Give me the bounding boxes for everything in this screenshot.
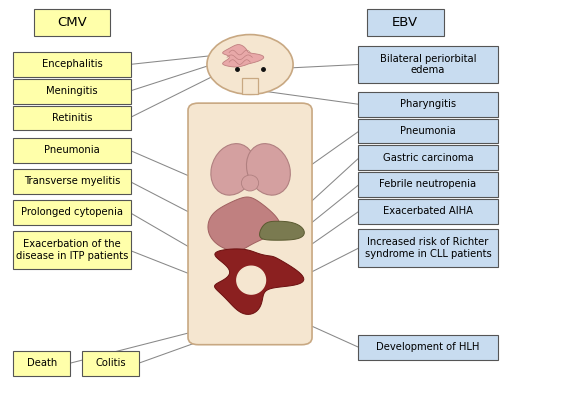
FancyBboxPatch shape — [13, 138, 131, 162]
FancyBboxPatch shape — [13, 169, 131, 194]
FancyBboxPatch shape — [366, 9, 443, 36]
Polygon shape — [208, 197, 280, 251]
FancyBboxPatch shape — [188, 103, 312, 345]
Polygon shape — [260, 221, 304, 240]
Text: Pneumonia: Pneumonia — [44, 145, 100, 155]
Text: Retinitis: Retinitis — [52, 113, 92, 123]
FancyBboxPatch shape — [358, 119, 498, 143]
Text: Pharyngitis: Pharyngitis — [400, 99, 456, 109]
Text: Transverse myelitis: Transverse myelitis — [24, 176, 120, 186]
Text: Febrile neutropenia: Febrile neutropenia — [379, 180, 477, 190]
Text: Bilateral periorbital
edema: Bilateral periorbital edema — [380, 54, 476, 75]
Text: Meningitis: Meningitis — [46, 86, 98, 96]
Text: Prolonged cytopenia: Prolonged cytopenia — [21, 207, 123, 217]
Bar — [242, 78, 258, 94]
FancyBboxPatch shape — [13, 52, 131, 77]
Polygon shape — [237, 266, 265, 294]
FancyBboxPatch shape — [82, 351, 139, 376]
FancyBboxPatch shape — [13, 200, 131, 225]
Ellipse shape — [211, 144, 255, 195]
Text: Exacerbation of the
disease in ITP patients: Exacerbation of the disease in ITP patie… — [16, 240, 128, 261]
Circle shape — [207, 34, 293, 94]
Text: Development of HLH: Development of HLH — [376, 342, 480, 352]
FancyBboxPatch shape — [358, 229, 498, 266]
FancyBboxPatch shape — [358, 335, 498, 360]
FancyBboxPatch shape — [13, 232, 131, 269]
FancyBboxPatch shape — [358, 172, 498, 197]
FancyBboxPatch shape — [358, 145, 498, 170]
FancyBboxPatch shape — [358, 92, 498, 117]
Ellipse shape — [242, 175, 258, 191]
Polygon shape — [223, 44, 264, 67]
Text: Exacerbated AIHA: Exacerbated AIHA — [383, 206, 473, 216]
FancyBboxPatch shape — [358, 199, 498, 224]
FancyBboxPatch shape — [358, 46, 498, 83]
Text: Gastric carcinoma: Gastric carcinoma — [383, 153, 473, 163]
Text: Pneumonia: Pneumonia — [400, 126, 456, 136]
FancyBboxPatch shape — [13, 351, 71, 376]
Text: Colitis: Colitis — [95, 358, 126, 368]
FancyBboxPatch shape — [34, 9, 110, 36]
Text: Death: Death — [27, 358, 57, 368]
Text: Encephalitis: Encephalitis — [42, 60, 102, 70]
FancyBboxPatch shape — [13, 106, 131, 130]
FancyBboxPatch shape — [13, 79, 131, 104]
Ellipse shape — [246, 144, 290, 195]
Polygon shape — [214, 249, 304, 314]
Text: EBV: EBV — [392, 16, 418, 29]
Text: CMV: CMV — [57, 16, 87, 29]
Text: Increased risk of Richter
syndrome in CLL patients: Increased risk of Richter syndrome in CL… — [365, 237, 491, 259]
